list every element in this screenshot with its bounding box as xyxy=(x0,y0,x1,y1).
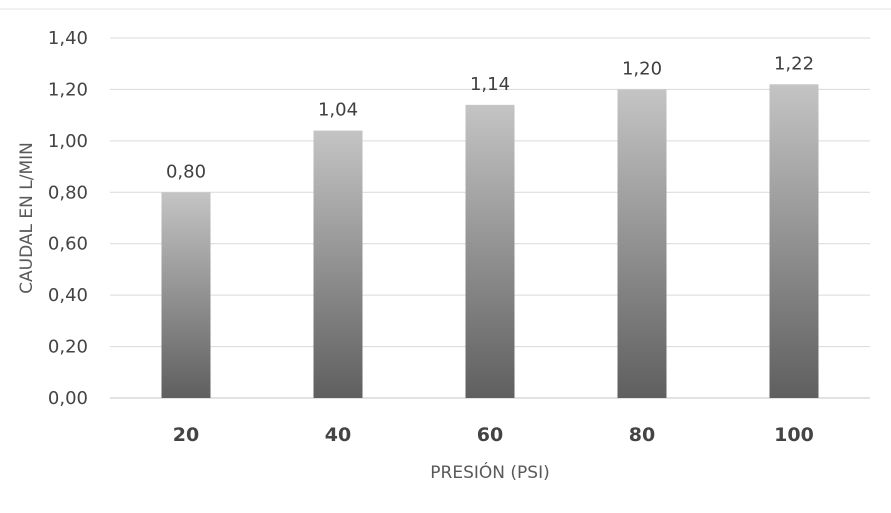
x-tick-label: 40 xyxy=(325,424,351,446)
bar xyxy=(313,130,363,399)
x-axis-title: PRESIÓN (PSI) xyxy=(430,461,549,483)
y-tick-label: 0,40 xyxy=(48,285,88,306)
y-axis-ticks: 0,00 0,20 0,40 0,60 0,80 1,00 1,20 1,40 xyxy=(48,28,88,409)
y-tick-label: 1,20 xyxy=(48,79,88,100)
data-label: 1,22 xyxy=(774,53,814,74)
y-tick-label: 0,60 xyxy=(48,234,88,255)
bar xyxy=(769,84,819,399)
y-tick-label: 0,80 xyxy=(48,182,88,203)
data-labels: 0,80 1,04 1,14 1,20 1,22 xyxy=(166,53,814,182)
y-tick-label: 0,20 xyxy=(48,337,88,358)
x-tick-label: 60 xyxy=(477,424,503,446)
bar xyxy=(465,104,515,398)
data-label: 1,20 xyxy=(622,58,662,79)
data-label: 0,80 xyxy=(166,161,206,182)
x-tick-label: 80 xyxy=(629,424,655,446)
x-tick-label: 100 xyxy=(774,424,814,446)
bars xyxy=(161,84,819,399)
bar xyxy=(161,192,211,398)
y-tick-label: 0,00 xyxy=(48,388,88,409)
y-axis-title: CAUDAL EN L/MIN xyxy=(17,142,37,294)
y-tick-label: 1,40 xyxy=(48,28,88,49)
data-label: 1,14 xyxy=(470,74,510,95)
data-label: 1,04 xyxy=(318,100,358,121)
x-axis-ticks: 20 40 60 80 100 xyxy=(173,424,814,446)
bar xyxy=(617,89,667,398)
x-tick-label: 20 xyxy=(173,424,199,446)
y-tick-label: 1,00 xyxy=(48,131,88,152)
